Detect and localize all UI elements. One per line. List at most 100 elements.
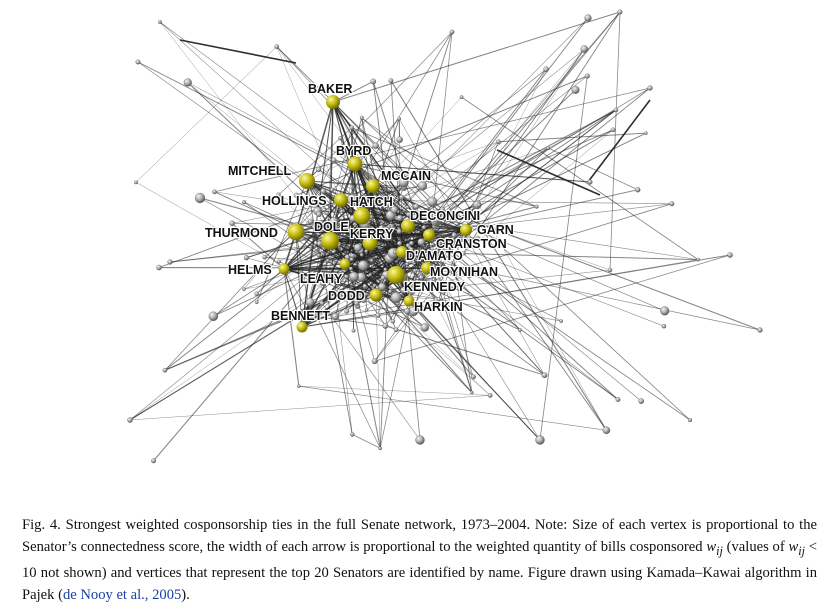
senator-vertex [136,60,141,65]
senator-vertex [469,293,472,296]
senator-vertex [242,287,245,290]
cosponsorship-edge [352,434,380,448]
vertex-harkin [404,296,415,307]
senator-vertex [477,203,481,207]
figure-number: Fig. 4. [22,517,61,533]
senator-vertex [331,158,336,163]
cosponsorship-edge [136,47,277,183]
senator-vertex [263,255,267,259]
senator-vertex [396,137,402,143]
senator-vertex [255,301,258,304]
senator-vertex [297,384,300,387]
label-dole: DOLE [314,220,349,234]
network-figure: BAKER BYRD MITCHELL MCCAIN HOLLINGS HATC… [0,0,832,500]
senator-vertex [406,205,409,208]
label-kennedy: KENNEDY [404,280,466,294]
senator-vertex [316,212,321,217]
senator-vertex [255,292,259,296]
senator-vertex [518,328,521,331]
senator-vertex [471,374,476,379]
senator-vertex [585,74,590,79]
senator-vertex [422,225,426,229]
vertex-helms [279,264,290,275]
senator-vertex [320,301,324,305]
vertex-dole [321,232,339,250]
label-mitchell: MITCHELL [228,164,292,178]
senator-vertex [697,258,700,261]
vertex-leahy [340,259,351,270]
senator-vertex [330,188,334,192]
senator-vertex [156,265,161,270]
senator-vertex [581,45,588,52]
senator-vertex [365,308,368,311]
senator-vertex [397,241,402,246]
senator-vertex [421,323,429,331]
figure-caption: Fig. 4. Strongest weighted cosponsorship… [22,514,817,606]
reference-link[interactable]: de Nooy et al., 2005 [63,587,181,603]
senator-vertex [394,328,398,332]
senator-vertex [391,319,395,323]
vertex-mitchell [299,173,315,189]
senator-vertex [184,79,192,87]
label-garn: GARN [477,223,514,237]
senator-vertex [360,116,364,120]
senator-vertex [168,260,173,265]
vertex-cranston [423,229,435,241]
senator-vertex [158,20,162,24]
cosponsorship-edge [130,395,490,420]
senator-vertex [496,140,500,144]
cosponsorship-edge [463,12,620,253]
vertex-hatch [354,208,371,225]
senator-vertex [345,275,349,279]
senator-vertex [326,259,329,262]
cosponsorship-edge [160,22,330,241]
senator-vertex [669,201,674,206]
senator-vertex [275,44,279,48]
senator-vertex [542,373,547,378]
senator-vertex [588,180,593,185]
label-leahy: LEAHY [300,272,343,286]
senator-vertex [543,67,548,72]
senator-vertex [363,284,367,288]
senator-vertex [277,260,281,264]
senator-vertex [688,418,692,422]
label-helms: HELMS [228,263,272,277]
senator-vertex [352,329,356,333]
senator-vertex [350,126,354,130]
senator-vertex [397,229,402,234]
senator-vertex [350,253,354,257]
senator-vertex [389,78,394,83]
senator-vertex [369,273,372,276]
senator-vertex [388,290,392,294]
senator-vertex [450,30,454,34]
cosponsorship-edge [548,148,638,190]
vertex-mccain [366,179,380,193]
vertex-baker [326,95,340,109]
senator-vertex [535,435,544,444]
senator-vertex [350,432,354,436]
senator-vertex [379,447,382,450]
math-w: w [706,539,716,555]
senator-vertex [585,15,592,22]
senator-vertex [381,276,386,281]
senator-vertex [399,195,404,200]
senator-vertex [317,253,321,257]
senator-vertex [397,117,400,120]
caption-text-1: Strongest weighted cosponsorship ties in… [22,517,817,555]
senator-vertex [376,313,381,318]
senator-vertex [660,306,669,315]
senator-vertex [608,268,612,272]
senator-vertex [618,10,623,15]
senator-vertex [383,323,389,329]
label-dodd: DODD [328,289,365,303]
label-mccain: MCCAIN [381,169,431,183]
senator-vertex [212,190,216,194]
math-sub-2: ij [798,544,805,558]
senator-vertex [384,268,388,272]
label-bennett: BENNETT [271,309,330,323]
senator-vertex [758,328,763,333]
cosponsorship-edge [466,230,606,430]
label-kerry: KERRY [350,227,394,241]
senator-vertex [134,180,138,184]
senator-vertex [244,255,249,260]
